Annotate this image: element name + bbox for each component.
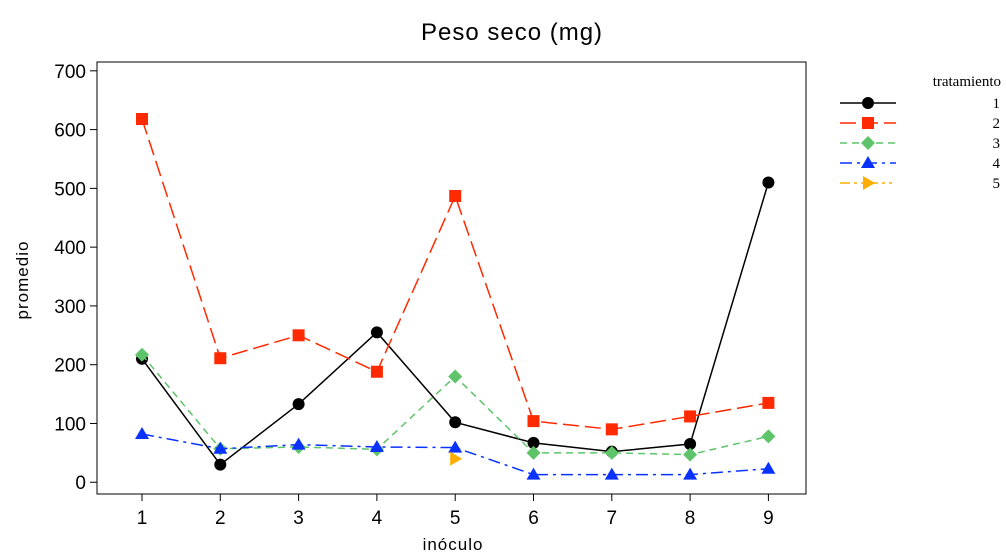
data-point-series-2 (370, 365, 383, 378)
x-tick-label: 4 (372, 508, 383, 529)
x-tick-label: 6 (528, 508, 539, 529)
data-point-series-2 (449, 190, 462, 203)
chart-title: Peso seco (mg) (421, 19, 603, 46)
data-point-series-2 (605, 423, 618, 436)
legend-label-1: 1 (993, 96, 1001, 112)
data-point-series-2 (292, 329, 305, 342)
data-point-series-4 (448, 440, 463, 453)
legend-marker-1 (862, 97, 874, 109)
y-tick-label: 200 (54, 356, 86, 377)
data-point-series-2 (527, 415, 540, 428)
data-point-series-4 (526, 467, 541, 480)
x-tick-label: 2 (215, 508, 226, 529)
x-tick-label: 1 (137, 508, 148, 529)
series-line-4 (141, 433, 769, 476)
data-point-series-3 (761, 429, 776, 444)
series-line-2 (141, 118, 769, 431)
data-point-series-4 (683, 467, 698, 480)
legend: tratamiento 1 2 3 4 5 (840, 74, 1001, 192)
data-point-series-3 (526, 445, 541, 460)
data-point-series-5 (450, 451, 463, 466)
x-axis-label: inóculo (423, 535, 484, 554)
legend-marker-3 (861, 136, 875, 150)
x-axis: 1 2 3 4 5 6 7 8 9 (137, 494, 774, 529)
y-tick-label: 600 (54, 121, 86, 142)
data-point-series-1 (292, 398, 305, 411)
data-point-series-4 (135, 427, 149, 440)
x-tick-label: 8 (685, 508, 696, 529)
data-point-series-3 (683, 447, 698, 462)
data-point-series-1 (527, 436, 540, 449)
legend-marker-4 (861, 156, 875, 168)
legend-label-2: 2 (993, 116, 1001, 132)
legend-label-4: 4 (993, 156, 1001, 172)
data-point-series-1 (684, 438, 697, 451)
data-point-series-4 (761, 461, 776, 474)
x-tick-label: 7 (607, 508, 618, 529)
y-tick-label: 400 (54, 238, 86, 259)
legend-label-5: 5 (993, 176, 1001, 192)
y-axis-label: promedio (13, 241, 32, 320)
data-point-series-4 (604, 467, 619, 480)
legend-title: tratamiento (933, 74, 1001, 90)
y-axis: 0 100 200 300 400 500 600 700 (54, 62, 97, 494)
data-point-series-1 (214, 458, 227, 471)
y-tick-label: 100 (54, 414, 86, 435)
data-point-series-3 (135, 347, 149, 362)
series-layer (135, 113, 776, 480)
x-tick-label: 9 (763, 508, 774, 529)
data-point-series-2 (136, 113, 148, 126)
data-point-series-2 (762, 396, 775, 409)
data-point-series-3 (604, 445, 619, 460)
y-tick-label: 700 (54, 62, 86, 83)
data-point-series-1 (762, 176, 775, 189)
data-point-series-1 (449, 416, 462, 429)
data-point-series-4 (213, 441, 228, 454)
data-point-series-2 (214, 352, 227, 365)
data-point-series-4 (291, 437, 306, 450)
series-5 (450, 451, 463, 466)
legend-marker-2 (862, 117, 874, 129)
y-tick-label: 0 (75, 473, 86, 494)
x-tick-label: 3 (293, 508, 304, 529)
data-point-series-4 (369, 439, 384, 452)
data-point-series-2 (684, 410, 697, 423)
plot-area-frame (96, 61, 807, 495)
series-2 (136, 113, 775, 436)
x-tick-label: 5 (450, 508, 461, 529)
legend-label-3: 3 (993, 136, 1001, 152)
y-tick-label: 300 (54, 297, 86, 318)
series-1 (136, 176, 775, 471)
series-4 (135, 427, 776, 480)
legend-marker-5 (863, 176, 875, 190)
y-tick-label: 500 (54, 179, 86, 200)
data-point-series-3 (448, 369, 463, 384)
data-point-series-1 (370, 326, 383, 339)
